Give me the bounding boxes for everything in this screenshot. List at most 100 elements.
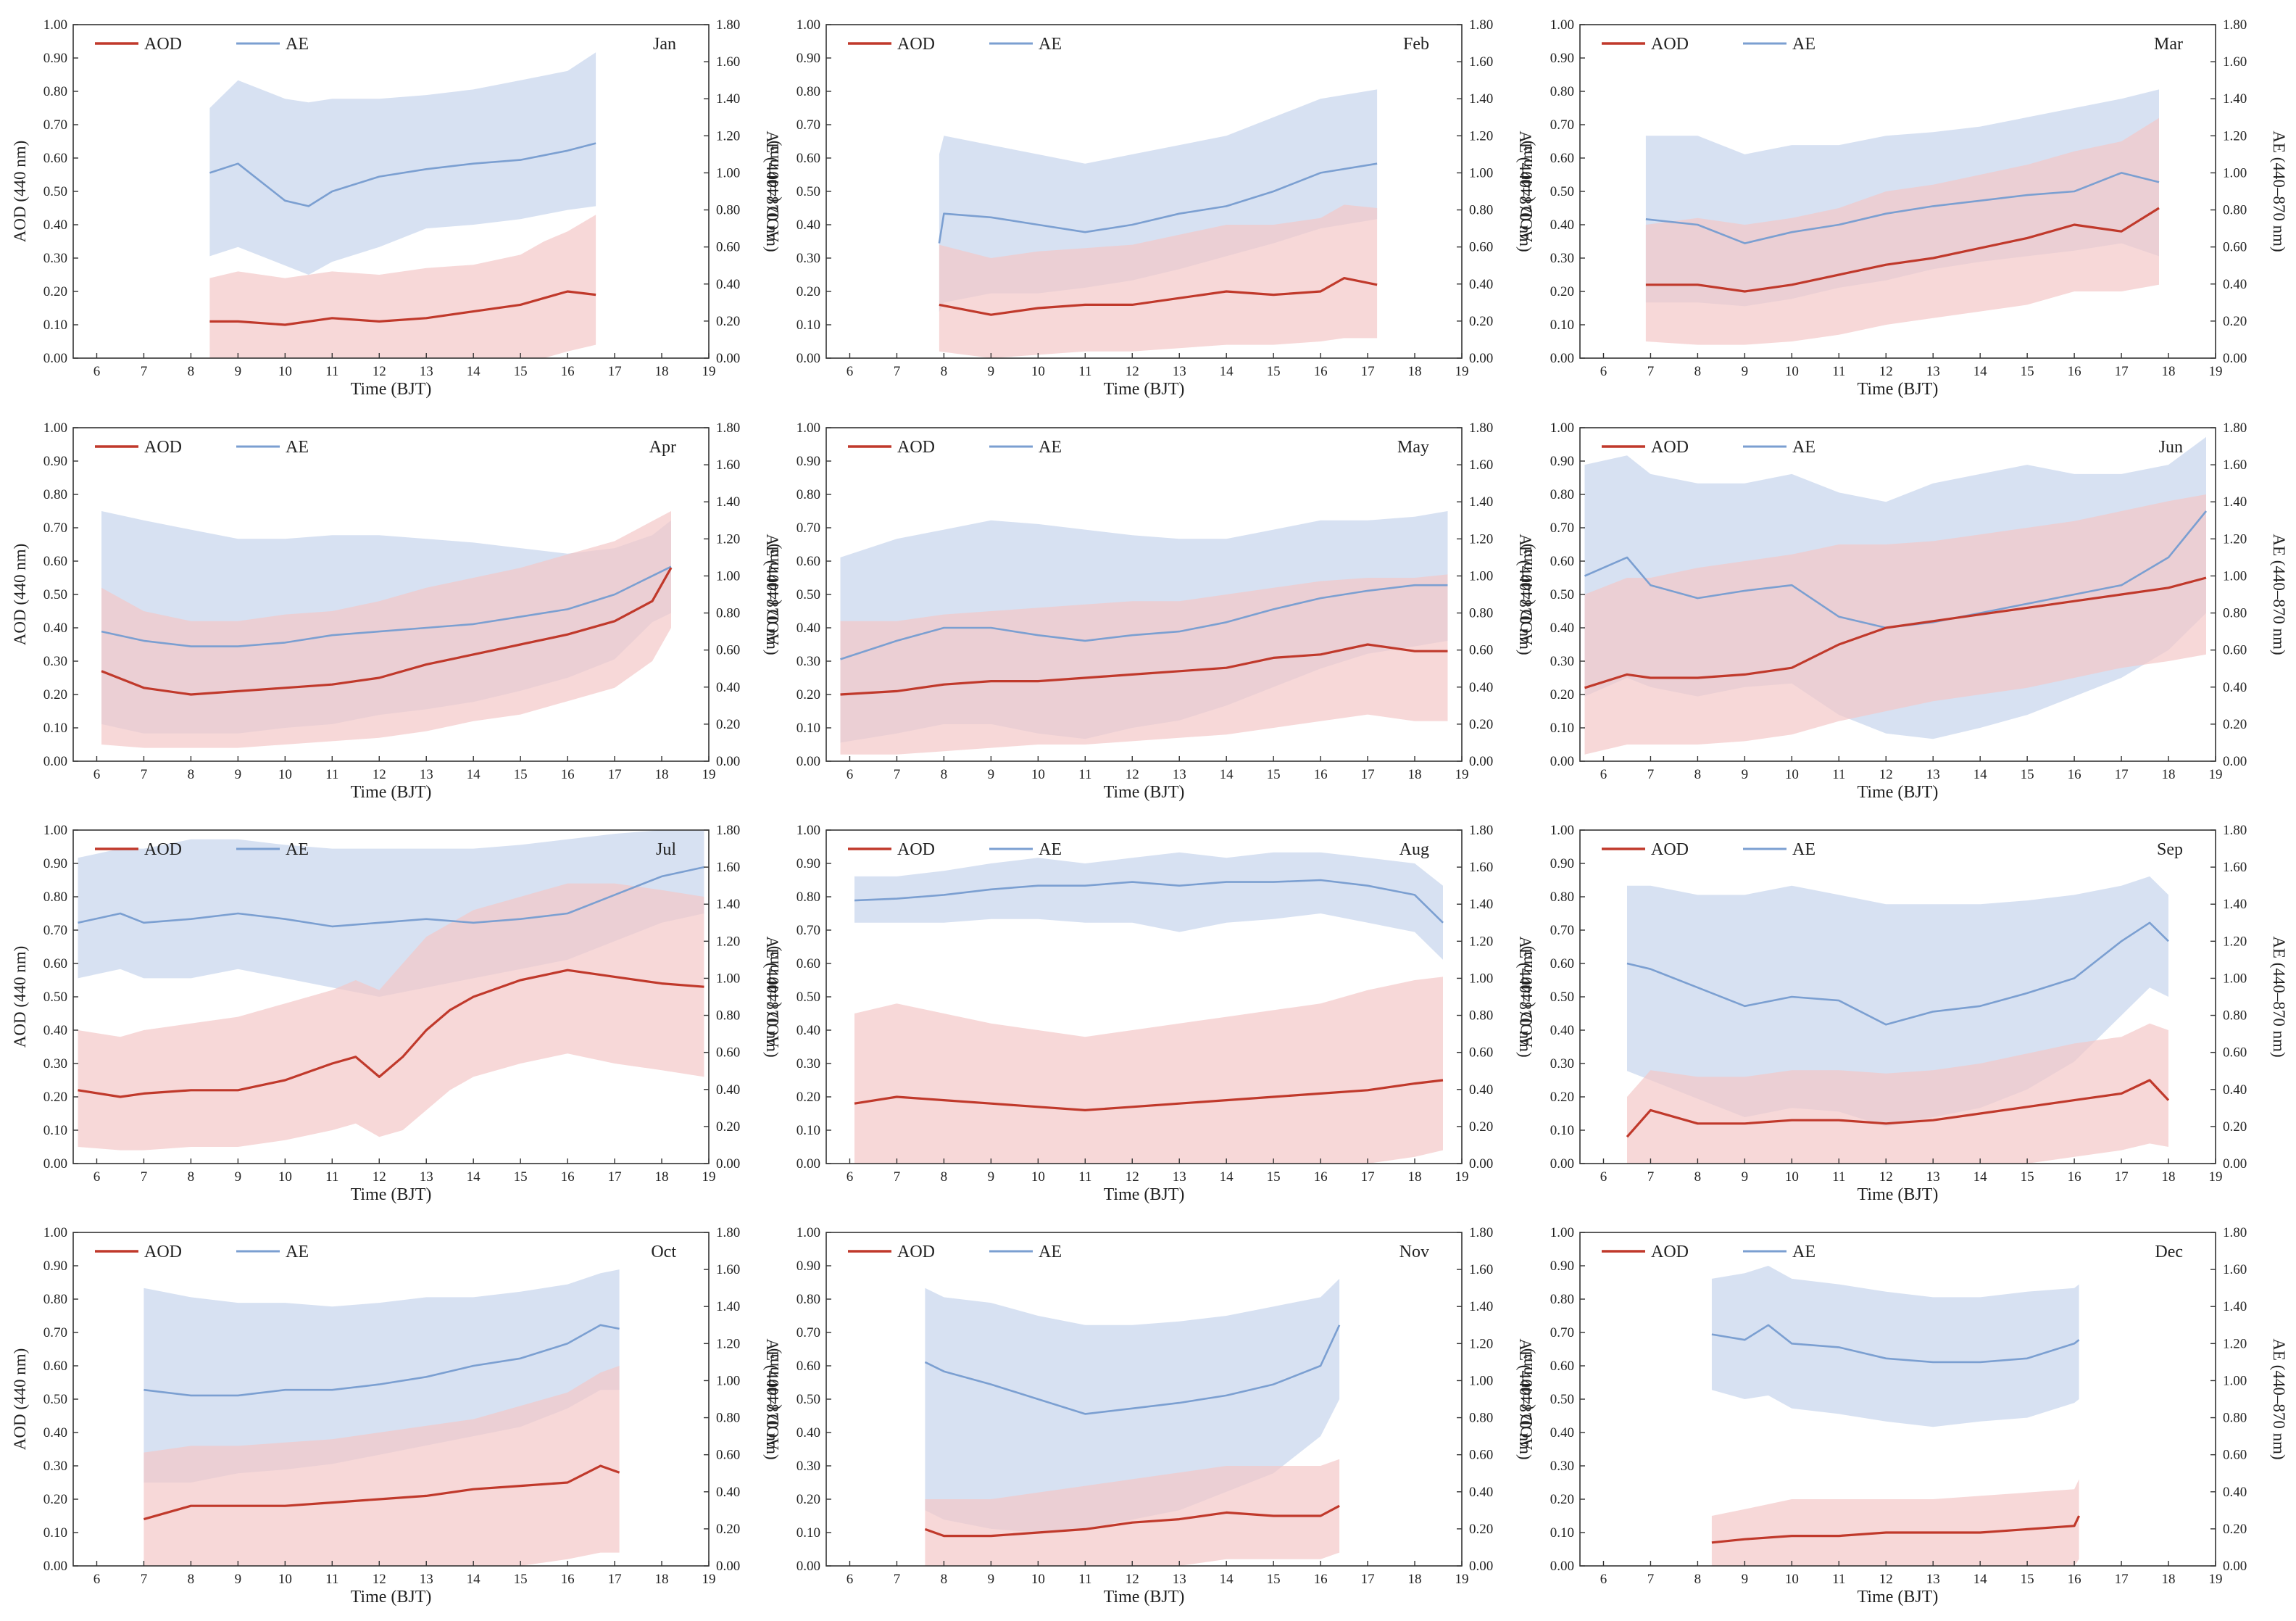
panel-mar: 6 7 8 9 10 11 12 13 14 15 16 17 18 190.000.100.200.30…	[1518, 17, 2288, 399]
ae-line	[840, 584, 1448, 660]
y-tick-label: 0.90	[43, 51, 67, 66]
month-label: Feb	[1403, 35, 1429, 54]
y2-axis-label: AE (440–870 nm)	[1516, 936, 1534, 1057]
y2-axis-label: AE (440–870 nm)	[763, 534, 781, 655]
y2-tick-label: 0.00	[2223, 351, 2247, 366]
y2-tick-label: 0.40	[1469, 1082, 1493, 1098]
y2-tick-label: 1.20	[2223, 128, 2247, 144]
x-tick-label: 8	[941, 767, 948, 782]
x-axis-label: Time (BJT)	[351, 783, 432, 802]
y-tick-label: 0.40	[1550, 1425, 1574, 1440]
x-tick-label: 15	[514, 364, 528, 379]
y2-tick-label: 1.60	[1469, 1262, 1493, 1277]
y-tick-label: 0.70	[43, 1325, 67, 1340]
y-tick-label: 0.60	[796, 1359, 820, 1374]
y2-axis-label: AE (440–870 nm)	[2270, 130, 2288, 252]
month-label: Jul	[656, 840, 676, 859]
x-tick-label: 6	[1600, 364, 1607, 379]
x-tick-label: 6	[847, 1169, 854, 1185]
y-tick-label: 0.30	[1550, 251, 1574, 266]
legend-aod-label: AOD	[1651, 438, 1689, 457]
x-tick-label: 16	[561, 1169, 575, 1185]
x-tick-label: 16	[1314, 1169, 1328, 1185]
y-tick-label: 0.00	[1550, 1559, 1574, 1574]
x-tick-label: 14	[467, 1169, 481, 1185]
y-tick-label: 0.40	[1550, 621, 1574, 636]
y2-tick-label: 0.80	[1469, 1008, 1493, 1024]
y-tick-label: 0.30	[43, 654, 67, 669]
y2-tick-label: 1.20	[2223, 934, 2247, 949]
y2-tick-label: 1.80	[716, 17, 740, 33]
x-tick-label: 9	[235, 364, 242, 379]
legend-ae-label: AE	[1039, 1243, 1062, 1261]
y-tick-label: 0.50	[43, 184, 67, 199]
y-tick-label: 0.50	[43, 990, 67, 1005]
x-tick-label: 8	[1694, 1572, 1702, 1587]
y-tick-label: 0.10	[1550, 318, 1574, 333]
x-tick-label: 17	[2115, 1572, 2129, 1587]
y-tick-label: 0.60	[796, 956, 820, 971]
x-tick-label: 18	[655, 1572, 669, 1587]
y2-tick-label: 0.60	[2223, 643, 2247, 658]
y2-tick-label: 1.40	[716, 1299, 740, 1314]
y2-tick-label: 0.60	[1469, 1448, 1493, 1463]
y2-tick-label: 0.40	[716, 277, 740, 292]
y2-tick-label: 1.80	[2223, 1225, 2247, 1240]
x-tick-label: 11	[1078, 767, 1091, 782]
x-axis-label: Time (BJT)	[1104, 1185, 1185, 1204]
x-axis-label: Time (BJT)	[1104, 783, 1185, 802]
x-tick-label: 11	[325, 364, 338, 379]
y2-tick-label: 1.00	[716, 568, 740, 584]
y2-tick-label: 1.80	[716, 420, 740, 436]
x-tick-label: 6	[847, 767, 854, 782]
x-tick-label: 9	[235, 1169, 242, 1185]
y2-tick-label: 0.60	[716, 1448, 740, 1463]
x-tick-label: 18	[1408, 364, 1422, 379]
x-tick-label: 13	[420, 1169, 433, 1185]
y2-tick-label: 1.40	[2223, 897, 2247, 912]
legend-ae-label: AE	[1792, 35, 1815, 54]
panel-apr: 6 7 8 9 10 11 12 13 14 15 16 17 18 190.000.100.200.30…	[11, 420, 781, 802]
y2-tick-label: 0.40	[2223, 1082, 2247, 1098]
x-axis-label: Time (BJT)	[1858, 783, 1939, 802]
y2-axis-label: AE (440–870 nm)	[2270, 1338, 2288, 1459]
x-tick-label: 7	[141, 1169, 148, 1185]
y-tick-label: 0.20	[43, 284, 67, 299]
y-tick-label: 0.40	[1550, 217, 1574, 233]
y-tick-label: 0.00	[796, 754, 820, 769]
x-tick-label: 14	[467, 364, 481, 379]
month-label: Nov	[1399, 1243, 1429, 1261]
y-tick-label: 0.70	[796, 923, 820, 938]
y2-axis-label: AE (440–870 nm)	[763, 130, 781, 252]
y-tick-label: 0.00	[1550, 351, 1574, 366]
y-tick-label: 0.10	[43, 1123, 67, 1138]
y-tick-label: 0.50	[796, 1392, 820, 1407]
y2-tick-label: 1.00	[2223, 971, 2247, 986]
x-tick-label: 8	[1694, 364, 1702, 379]
month-label: Dec	[2155, 1243, 2183, 1261]
y-tick-label: 0.20	[796, 687, 820, 702]
y2-tick-label: 0.60	[2223, 1448, 2247, 1463]
y-tick-label: 0.80	[43, 487, 67, 502]
x-tick-label: 9	[988, 1572, 995, 1587]
x-tick-label: 10	[278, 364, 292, 379]
y2-tick-label: 1.80	[1469, 17, 1493, 33]
y-tick-label: 0.50	[43, 587, 67, 602]
x-tick-label: 14	[1220, 767, 1234, 782]
x-tick-label: 7	[141, 364, 148, 379]
panel-sep: 6 7 8 9 10 11 12 13 14 15 16 17 18 190.000.100.200.30…	[1518, 823, 2288, 1204]
y-tick-label: 0.00	[1550, 754, 1574, 769]
y-tick-label: 1.00	[1550, 420, 1574, 436]
y-tick-label: 0.20	[796, 1090, 820, 1105]
y2-tick-label: 1.20	[1469, 128, 1493, 144]
y-tick-label: 0.60	[1550, 1359, 1574, 1374]
ae-line	[144, 1324, 620, 1397]
y-tick-label: 1.00	[796, 17, 820, 33]
y-tick-label: 0.90	[796, 1259, 820, 1274]
legend-aod-label: AOD	[897, 1243, 935, 1261]
y-tick-label: 0.90	[796, 856, 820, 871]
x-tick-label: 6	[847, 1572, 854, 1587]
legend-aod-label: AOD	[144, 35, 182, 54]
y-tick-label: 0.30	[796, 654, 820, 669]
y-tick-label: 0.10	[43, 721, 67, 736]
